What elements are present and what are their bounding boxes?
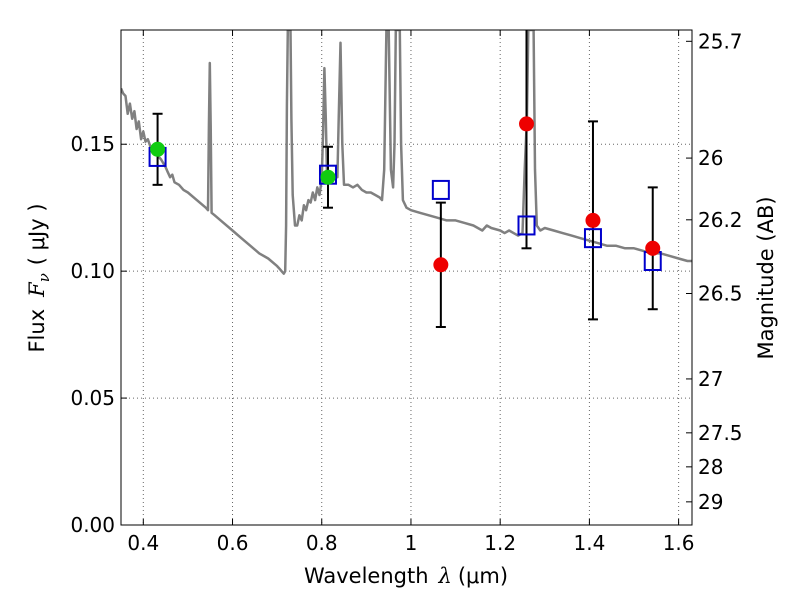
- y-tick-label: 0.15: [70, 132, 115, 156]
- right-axis-label: Magnitude (AB): [754, 196, 778, 359]
- x-label-prefix: Wavelength: [304, 564, 429, 588]
- synthetic-photometry-square: [517, 215, 536, 236]
- photometry-points-layer: [150, 116, 661, 273]
- plot-frame: [120, 29, 693, 526]
- x-tick-label: 1.4: [573, 531, 605, 555]
- mag-tick-label: 26.5: [698, 281, 743, 305]
- x-tick-label: 0.6: [217, 531, 249, 555]
- y-label-units: ( μJy ): [25, 203, 49, 265]
- synthetic-photometry-square: [431, 179, 450, 200]
- mag-tick-label: 29: [698, 490, 723, 514]
- mag-tick-label: 26: [698, 146, 723, 170]
- y-tick-label: 0.00: [70, 513, 115, 537]
- nir-photometry-point: [433, 257, 449, 273]
- y-label-symbol: F: [25, 281, 49, 298]
- mag-tick-label: 27.5: [698, 421, 743, 445]
- nir-photometry-point: [585, 212, 601, 228]
- x-label-symbol: λ: [438, 564, 452, 588]
- synthetic-photometry-square: [583, 228, 602, 249]
- grid-lines: [121, 30, 692, 526]
- y-tick-label: 0.10: [70, 259, 115, 283]
- x-tick-label: 1.6: [663, 531, 695, 555]
- mag-tick-label: 28: [698, 455, 723, 479]
- mag-tick-label: 26.2: [698, 208, 743, 232]
- x-tick-label: 0.4: [127, 531, 159, 555]
- y-axis-label: Flux Fν ( μJy ): [25, 203, 53, 352]
- y-label-prefix: Flux: [25, 309, 49, 353]
- x-tick-label: 1: [405, 531, 418, 555]
- x-label-units: (μm): [458, 564, 508, 588]
- y-label-subscript: ν: [35, 273, 53, 282]
- mag-tick-label: 27: [698, 367, 723, 391]
- optical-photometry-point: [150, 141, 166, 157]
- x-axis-label: Wavelength λ (μm): [304, 564, 508, 588]
- nir-photometry-point: [518, 116, 534, 132]
- mag-tick-label: 25.7: [698, 29, 743, 53]
- x-tick-label: 1.2: [484, 531, 516, 555]
- axis-ticks: 0.4 0.6 0.8 1 1.2 1.4 1.6 0.00 0.05 0.10 0.15 25.7 2…: [70, 29, 742, 555]
- y-tick-label: 0.05: [70, 386, 115, 410]
- nir-photometry-point: [645, 240, 661, 256]
- x-tick-label: 0.8: [306, 531, 338, 555]
- optical-photometry-point: [320, 169, 336, 185]
